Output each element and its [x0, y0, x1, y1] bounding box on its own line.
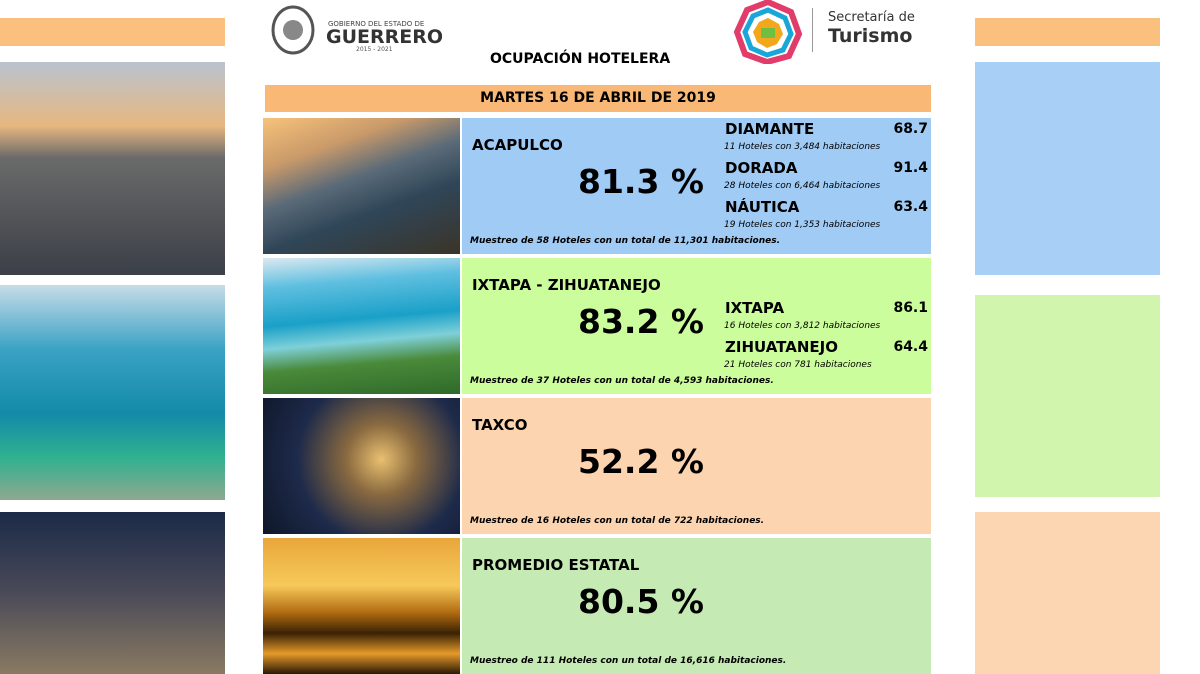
occupancy: 52.2 % [578, 442, 704, 481]
region-name: PROMEDIO ESTATAL [472, 556, 640, 574]
tourism-logo [733, 0, 803, 64]
zone-name: NÁUTICA [725, 198, 800, 216]
region-photo [263, 118, 460, 254]
title: OCUPACIÓN HOTELERA [490, 51, 671, 67]
zone-value: 63.4 [893, 199, 928, 215]
occupancy: 81.3 % [578, 162, 704, 201]
region-photo [263, 258, 460, 394]
sec-name: Turismo [828, 25, 913, 47]
side-right [975, 0, 1160, 674]
gov-name: GUERRERO [326, 26, 444, 48]
date: MARTES 16 DE ABRIL DE 2019 [480, 90, 716, 106]
sample-note: Muestreo de 58 Hoteles con un total de 1… [470, 236, 781, 246]
zone-note: 21 Hoteles con 781 habitaciones [724, 360, 872, 370]
region-panel [462, 538, 931, 674]
zone-value: 86.1 [893, 300, 928, 316]
region-name: TAXCO [472, 416, 528, 434]
state-emblem [271, 5, 315, 55]
region-panel [462, 118, 931, 254]
zone-name: IXTAPA [725, 299, 785, 317]
region-photo [263, 398, 460, 534]
zone-note: 11 Hoteles con 3,484 habitaciones [724, 142, 881, 152]
zone-note: 16 Hoteles con 3,812 habitaciones [724, 321, 881, 331]
side-left [0, 0, 225, 674]
region-photo [263, 538, 460, 674]
gov-line: GOBIERNO DEL ESTADO DE [328, 20, 425, 28]
sec-line: Secretaría de [828, 10, 915, 25]
region-panel [462, 398, 931, 534]
region-name: ACAPULCO [472, 136, 563, 154]
occupancy: 83.2 % [578, 302, 704, 341]
zone-name: DIAMANTE [725, 120, 815, 138]
date-bar [265, 85, 931, 112]
gov-period: 2015 - 2021 [356, 46, 393, 53]
zone-value: 91.4 [893, 160, 928, 176]
zone-value: 64.4 [893, 339, 928, 355]
zone-note: 28 Hoteles con 6,464 habitaciones [724, 181, 881, 191]
zone-value: 68.7 [893, 121, 928, 137]
occupancy: 80.5 % [578, 582, 704, 621]
region-name: IXTAPA - ZIHUATANEJO [472, 276, 661, 294]
zone-name: ZIHUATANEJO [725, 338, 838, 356]
zone-note: 19 Hoteles con 1,353 habitaciones [724, 220, 881, 230]
sample-note: Muestreo de 37 Hoteles con un total de 4… [470, 376, 774, 386]
sample-note: Muestreo de 16 Hoteles con un total de 7… [470, 516, 765, 526]
zone-name: DORADA [725, 159, 798, 177]
region-panel [462, 258, 931, 394]
sample-note: Muestreo de 111 Hoteles con un total de … [470, 656, 787, 666]
